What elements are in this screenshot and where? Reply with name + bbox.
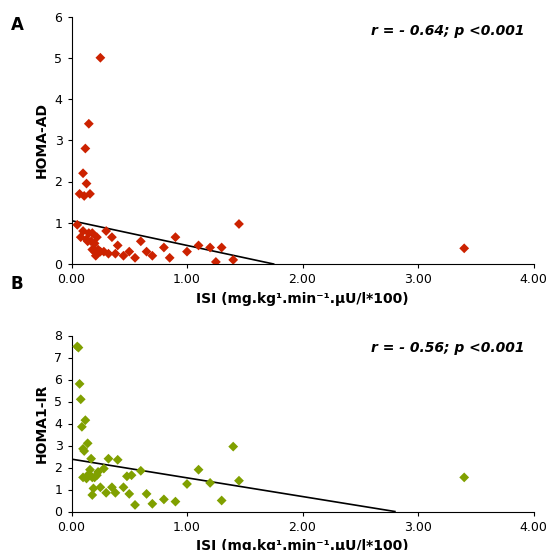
Point	[113, 241, 122, 250]
Point	[119, 483, 128, 492]
Point	[194, 465, 203, 474]
Point	[90, 473, 99, 482]
Point	[87, 454, 96, 463]
Point	[94, 468, 102, 476]
Point	[100, 464, 108, 473]
Point	[234, 476, 243, 485]
Point	[89, 245, 98, 254]
Point	[119, 251, 128, 260]
Point	[234, 219, 243, 228]
Point	[75, 189, 84, 199]
Point	[82, 179, 91, 188]
Point	[91, 251, 100, 260]
Point	[80, 447, 89, 455]
Point	[131, 254, 140, 262]
Point	[75, 379, 84, 388]
Point	[460, 473, 469, 482]
Y-axis label: HOMA-AD: HOMA-AD	[35, 102, 49, 178]
Point	[206, 478, 214, 487]
Point	[94, 245, 102, 254]
Point	[78, 422, 86, 431]
Point	[125, 248, 134, 256]
Point	[104, 249, 113, 258]
Text: r = - 0.64; p <0.001: r = - 0.64; p <0.001	[371, 24, 524, 38]
Point	[79, 227, 87, 235]
Point	[142, 248, 151, 256]
Point	[148, 251, 157, 260]
Point	[89, 484, 98, 493]
Text: A: A	[11, 16, 24, 35]
Point	[74, 343, 83, 352]
Point	[82, 235, 91, 244]
Point	[85, 229, 94, 238]
Point	[73, 342, 82, 351]
Point	[160, 243, 168, 252]
X-axis label: ISI (mg.kg¹.min⁻¹.μU/l*100): ISI (mg.kg¹.min⁻¹.μU/l*100)	[196, 292, 409, 306]
Point	[79, 473, 87, 482]
Point	[111, 488, 120, 497]
Point	[211, 257, 220, 266]
Text: r = - 0.56; p <0.001: r = - 0.56; p <0.001	[371, 341, 524, 355]
Point	[102, 227, 111, 235]
Point	[148, 499, 157, 508]
Point	[171, 497, 180, 506]
Point	[142, 490, 151, 498]
Point	[206, 243, 214, 252]
Point	[136, 466, 145, 475]
Point	[88, 229, 97, 238]
Y-axis label: HOMA1-IR: HOMA1-IR	[35, 384, 49, 463]
Point	[90, 239, 99, 248]
Point	[460, 244, 469, 253]
Point	[85, 470, 94, 478]
Point	[73, 221, 82, 229]
Point	[183, 480, 191, 488]
Point	[171, 233, 180, 241]
Point	[88, 491, 97, 499]
Point	[81, 416, 90, 425]
Point	[131, 500, 140, 509]
Point	[79, 444, 87, 453]
Point	[96, 53, 104, 62]
Point	[183, 248, 191, 256]
Point	[165, 254, 174, 262]
Point	[102, 488, 111, 497]
Text: B: B	[11, 275, 24, 293]
Point	[136, 237, 145, 246]
Point	[217, 243, 226, 252]
Point	[80, 191, 89, 200]
Point	[83, 439, 92, 448]
Point	[92, 471, 101, 480]
Point	[194, 241, 203, 250]
Point	[92, 233, 101, 241]
Point	[111, 249, 120, 258]
Point	[83, 237, 92, 246]
Point	[90, 248, 99, 256]
Point	[96, 483, 104, 492]
Point	[96, 248, 104, 256]
Point	[87, 237, 96, 246]
Point	[229, 442, 238, 451]
Point	[113, 455, 122, 464]
Point	[107, 483, 117, 492]
Point	[81, 144, 90, 153]
Point	[76, 395, 85, 404]
Point	[217, 496, 226, 505]
Point	[85, 119, 94, 128]
Point	[76, 233, 85, 241]
Point	[127, 471, 136, 480]
Point	[82, 474, 91, 483]
Point	[229, 255, 238, 265]
Point	[125, 490, 134, 498]
Point	[123, 472, 131, 481]
Point	[86, 189, 95, 199]
Point	[88, 245, 97, 254]
Point	[107, 233, 117, 241]
Point	[104, 454, 113, 463]
Point	[86, 465, 95, 474]
Point	[79, 169, 87, 178]
Point	[100, 248, 108, 256]
Point	[160, 495, 168, 504]
X-axis label: ISI (mg.kg¹.min⁻¹.μU/l*100): ISI (mg.kg¹.min⁻¹.μU/l*100)	[196, 539, 409, 550]
Point	[88, 473, 97, 482]
